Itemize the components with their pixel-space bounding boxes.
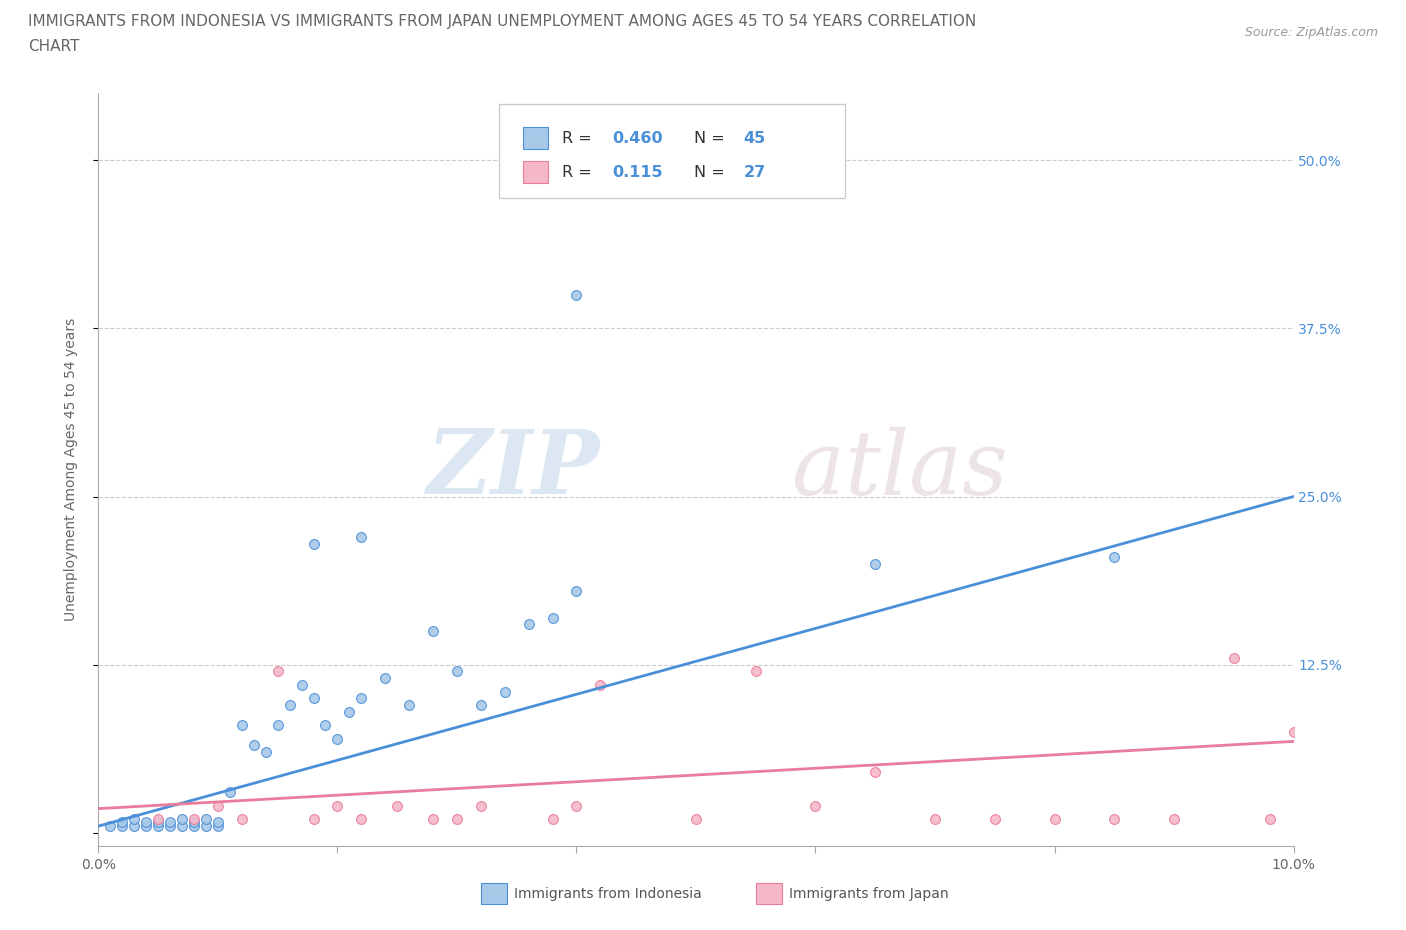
Point bbox=[111, 815, 134, 830]
Point bbox=[207, 818, 229, 833]
Text: CHART: CHART bbox=[28, 39, 80, 54]
Bar bbox=[523, 161, 548, 183]
Point bbox=[1104, 550, 1126, 565]
Point bbox=[339, 704, 361, 719]
Point bbox=[172, 812, 194, 827]
Text: 0.115: 0.115 bbox=[613, 165, 664, 179]
Point bbox=[804, 799, 827, 814]
Point bbox=[207, 815, 229, 830]
Point bbox=[385, 799, 409, 814]
Point bbox=[565, 287, 588, 302]
Point bbox=[254, 745, 277, 760]
Point bbox=[195, 818, 218, 833]
Point bbox=[159, 815, 181, 830]
Point bbox=[124, 818, 146, 833]
Point bbox=[231, 718, 253, 733]
Point bbox=[302, 537, 325, 551]
Point bbox=[494, 684, 516, 699]
Point bbox=[135, 815, 157, 830]
Point bbox=[1282, 724, 1305, 739]
Point bbox=[267, 664, 290, 679]
Bar bbox=[756, 884, 782, 904]
Point bbox=[350, 691, 373, 706]
Point bbox=[446, 664, 468, 679]
Text: Immigrants from Japan: Immigrants from Japan bbox=[789, 887, 949, 901]
Point bbox=[172, 818, 194, 833]
Point bbox=[422, 812, 444, 827]
Point bbox=[865, 764, 887, 779]
Text: 0.460: 0.460 bbox=[613, 131, 664, 146]
Point bbox=[350, 812, 373, 827]
Point bbox=[1104, 812, 1126, 827]
Point bbox=[565, 583, 588, 598]
Text: Source: ZipAtlas.com: Source: ZipAtlas.com bbox=[1244, 26, 1378, 39]
Bar bbox=[523, 126, 548, 150]
Text: 45: 45 bbox=[744, 131, 766, 146]
Point bbox=[984, 812, 1007, 827]
Point bbox=[148, 815, 170, 830]
Point bbox=[98, 818, 122, 833]
Point bbox=[183, 818, 205, 833]
Point bbox=[231, 812, 253, 827]
Point bbox=[1258, 812, 1281, 827]
Point bbox=[517, 617, 540, 631]
Point bbox=[1043, 812, 1066, 827]
Point bbox=[195, 812, 218, 827]
Point bbox=[148, 818, 170, 833]
Point bbox=[243, 738, 266, 753]
Point bbox=[302, 691, 325, 706]
Point bbox=[685, 812, 707, 827]
Point bbox=[267, 718, 290, 733]
Text: 27: 27 bbox=[744, 165, 766, 179]
Point bbox=[374, 671, 396, 685]
Point bbox=[148, 812, 170, 827]
Y-axis label: Unemployment Among Ages 45 to 54 years: Unemployment Among Ages 45 to 54 years bbox=[63, 318, 77, 621]
Point bbox=[589, 677, 612, 692]
Point bbox=[745, 664, 768, 679]
Point bbox=[470, 698, 492, 712]
Point bbox=[470, 799, 492, 814]
Point bbox=[124, 812, 146, 827]
Point bbox=[135, 818, 157, 833]
Point bbox=[315, 718, 337, 733]
Point bbox=[278, 698, 301, 712]
Point bbox=[326, 731, 349, 746]
Point bbox=[219, 785, 242, 800]
Point bbox=[422, 624, 444, 639]
Text: Immigrants from Indonesia: Immigrants from Indonesia bbox=[515, 887, 702, 901]
Text: ZIP: ZIP bbox=[427, 426, 600, 513]
Text: atlas: atlas bbox=[792, 426, 1007, 513]
Text: IMMIGRANTS FROM INDONESIA VS IMMIGRANTS FROM JAPAN UNEMPLOYMENT AMONG AGES 45 TO: IMMIGRANTS FROM INDONESIA VS IMMIGRANTS … bbox=[28, 14, 976, 29]
Point bbox=[291, 677, 314, 692]
Text: R =: R = bbox=[562, 165, 602, 179]
Point bbox=[1163, 812, 1185, 827]
Point bbox=[398, 698, 420, 712]
Point bbox=[207, 799, 229, 814]
Point bbox=[541, 812, 564, 827]
Point bbox=[159, 818, 181, 833]
Point bbox=[326, 799, 349, 814]
Text: R =: R = bbox=[562, 131, 598, 146]
Text: N =: N = bbox=[693, 131, 730, 146]
Point bbox=[350, 529, 373, 544]
Point bbox=[183, 812, 205, 827]
Point bbox=[183, 815, 205, 830]
Point bbox=[446, 812, 468, 827]
Text: N =: N = bbox=[693, 165, 730, 179]
Point bbox=[865, 556, 887, 571]
Point bbox=[111, 818, 134, 833]
Point bbox=[924, 812, 946, 827]
Bar bbox=[481, 884, 508, 904]
Point bbox=[1223, 651, 1246, 666]
FancyBboxPatch shape bbox=[499, 104, 845, 198]
Point bbox=[565, 799, 588, 814]
Point bbox=[541, 610, 564, 625]
Point bbox=[302, 812, 325, 827]
